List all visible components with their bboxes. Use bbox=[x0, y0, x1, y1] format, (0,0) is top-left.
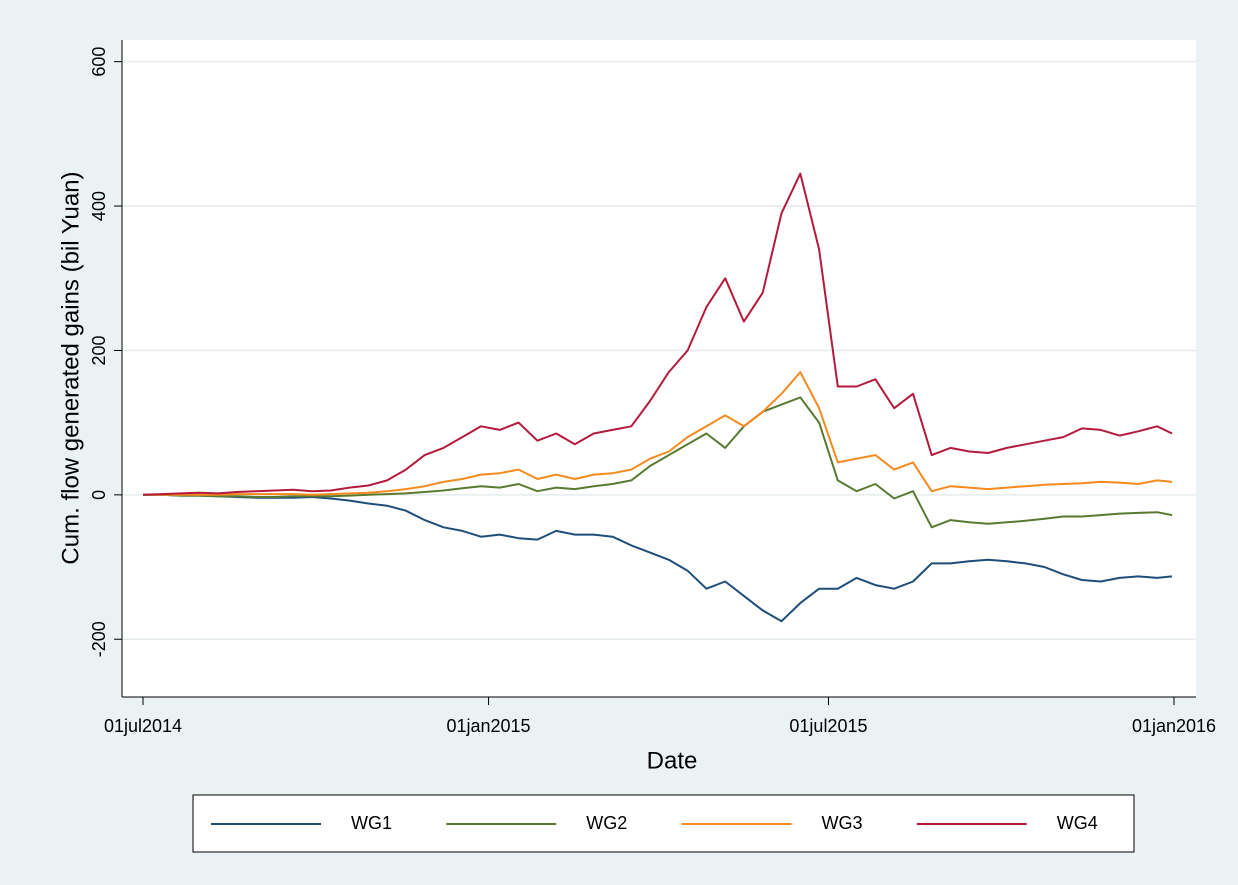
legend-label: WG3 bbox=[822, 813, 863, 833]
legend-label: WG4 bbox=[1057, 813, 1098, 833]
x-tick-label: 01jul2015 bbox=[789, 716, 867, 736]
y-tick-label: 0 bbox=[89, 490, 109, 500]
y-axis-title: Cum. flow generated gains (bil Yuan) bbox=[57, 171, 84, 564]
series-line bbox=[142, 172, 1173, 496]
x-tick-label: 01jul2014 bbox=[104, 716, 182, 736]
legend-label: WG2 bbox=[586, 813, 627, 833]
plot-area bbox=[122, 40, 1196, 697]
x-tick-label: 01jan2016 bbox=[1132, 716, 1216, 736]
x-axis-title: Date bbox=[647, 747, 698, 774]
y-tick-label: 400 bbox=[89, 191, 109, 221]
y-tick-label: -200 bbox=[89, 621, 109, 657]
x-tick-label: 01jan2015 bbox=[446, 716, 530, 736]
legend-label: WG1 bbox=[351, 813, 392, 833]
y-tick-label: 200 bbox=[89, 335, 109, 365]
series-line bbox=[143, 371, 1173, 496]
y-tick-label: 600 bbox=[89, 47, 109, 77]
series-line bbox=[143, 396, 1173, 529]
